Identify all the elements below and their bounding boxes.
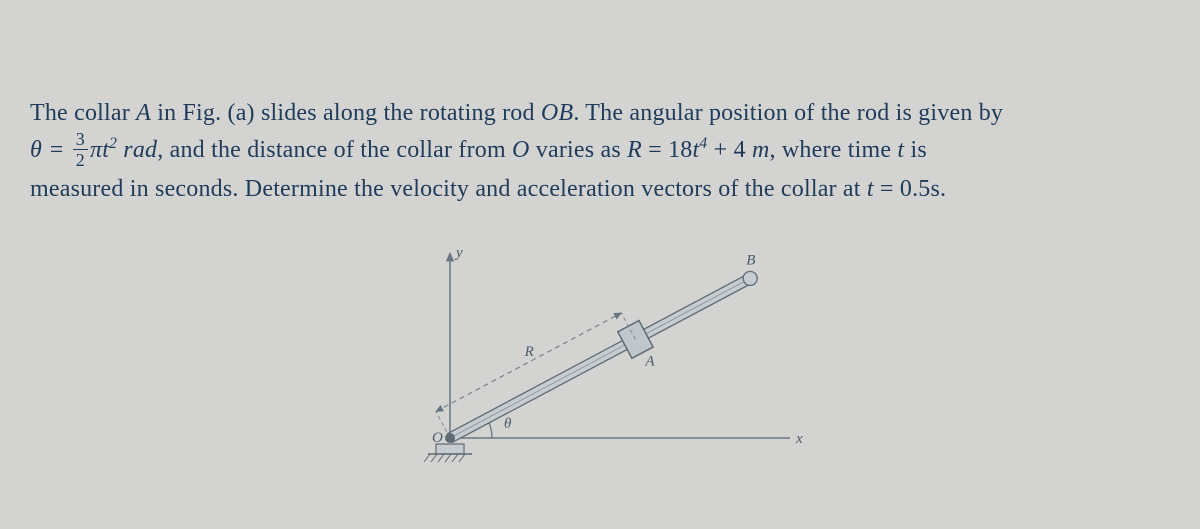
label-B: B [746, 253, 755, 269]
var-t2: t [867, 176, 874, 202]
var-R: R [627, 137, 642, 163]
pin-O [445, 433, 455, 443]
var-A: A [136, 100, 151, 126]
text: + 4 [707, 137, 752, 163]
var-t4: t4 [693, 137, 708, 163]
rod-OB [443, 262, 763, 451]
label-theta: θ [504, 416, 512, 432]
text: in Fig. (a) slides along the rotating ro… [151, 100, 541, 126]
unit-rad: rad [117, 137, 157, 163]
theta-eq: θ = [30, 137, 71, 163]
text: The collar [30, 100, 136, 126]
label-y: y [454, 245, 463, 261]
problem-statement: The collar A in Fig. (a) slides along th… [30, 95, 1170, 208]
text: . The angular position of the rod is giv… [573, 100, 1003, 126]
pi-t: πt2 [90, 137, 117, 163]
unit-m: m [752, 137, 770, 163]
text: is [904, 137, 927, 163]
text: measured in seconds. Determine the veloc… [30, 176, 867, 202]
fraction-num: 3 [73, 130, 88, 150]
fraction: 32 [73, 130, 88, 169]
text: varies as [530, 137, 628, 163]
label-x: x [795, 431, 803, 447]
diagram-svg: xyθRABO [370, 228, 830, 488]
text: , and the distance of the collar from [157, 137, 512, 163]
text: = 18 [642, 137, 693, 163]
text: , where time [769, 137, 897, 163]
pivot-base [436, 444, 464, 454]
figure-a: xyθRABO [30, 228, 1170, 493]
label-R: R [524, 345, 534, 361]
fraction-den: 2 [73, 150, 88, 169]
text: = 0.5s. [874, 176, 946, 202]
label-A: A [644, 354, 655, 370]
rod-OB: OB [541, 100, 573, 126]
var-O: O [512, 137, 530, 163]
